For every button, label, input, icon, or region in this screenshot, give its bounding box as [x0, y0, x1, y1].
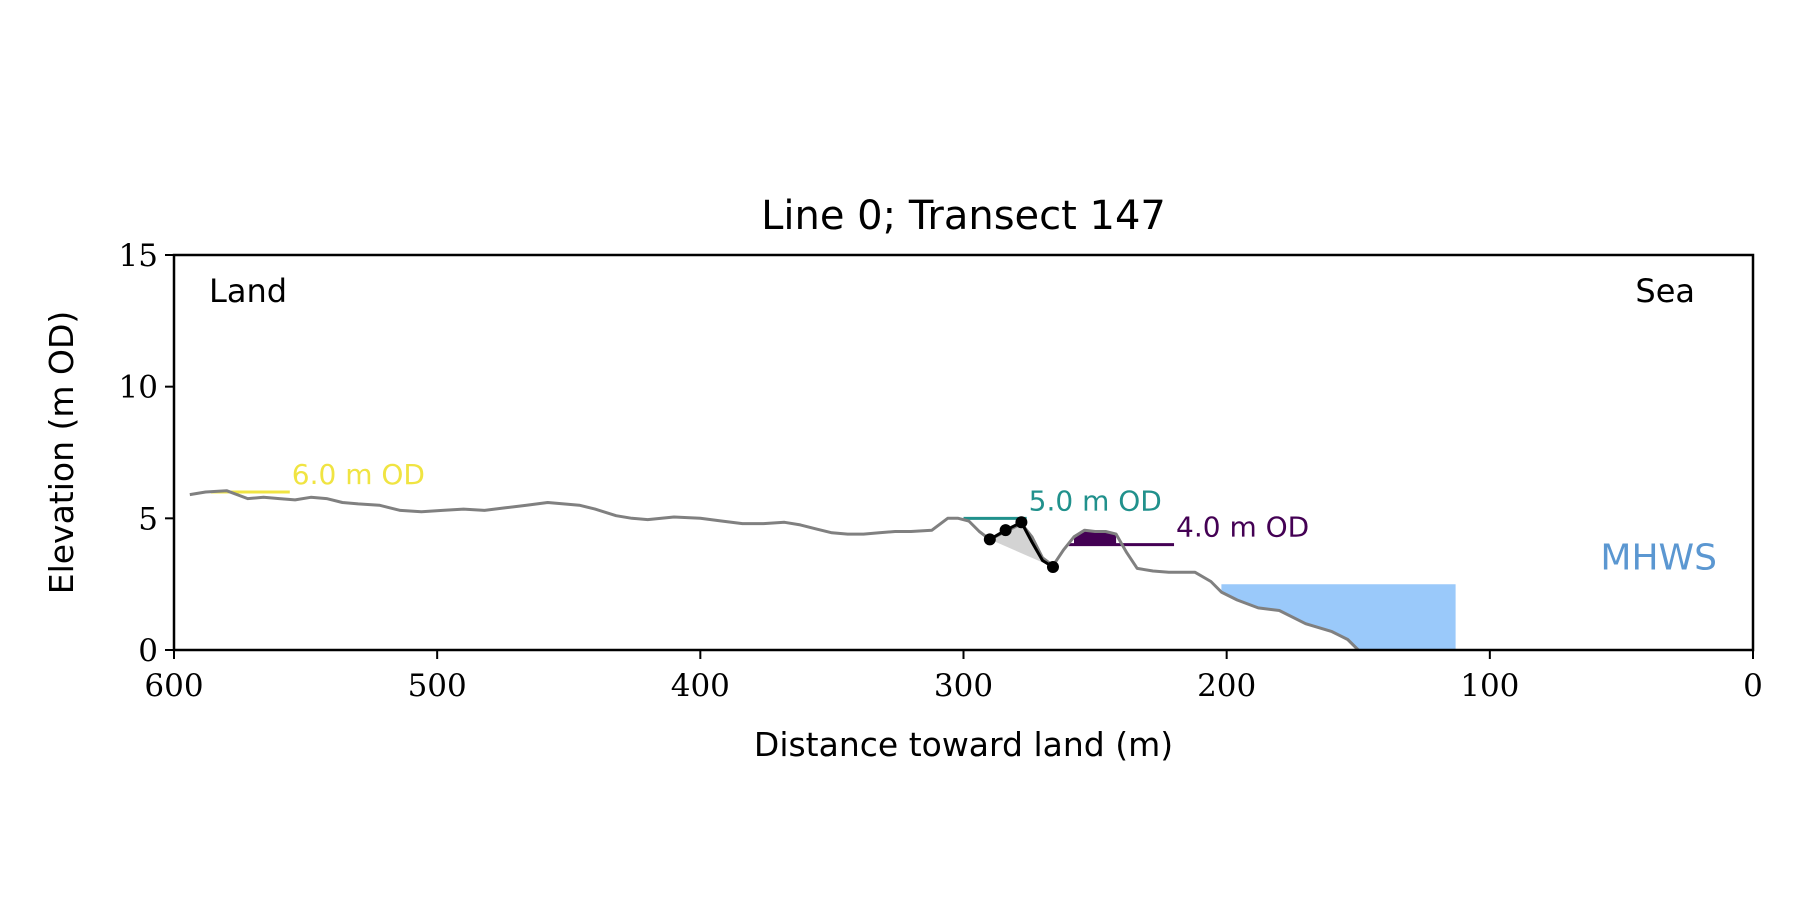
x-tick-label: 0 — [1743, 668, 1763, 704]
cliff-point — [999, 524, 1012, 537]
plot-layer: 6.0 m OD 5.0 m OD 4.0 m OD — [189, 458, 1456, 652]
level-label-0: 6.0 m OD — [292, 458, 425, 491]
level-4-fill — [1074, 530, 1117, 545]
x-tick-label: 300 — [934, 668, 993, 704]
x-tick-label: 100 — [1460, 668, 1519, 704]
x-tick-label: 200 — [1197, 668, 1256, 704]
cliff-point — [983, 533, 996, 546]
land-label: Land — [209, 272, 287, 310]
mhws-sea-fill — [1221, 584, 1456, 650]
y-tick-label: 10 — [119, 370, 158, 406]
y-tick-label: 15 — [119, 238, 158, 274]
cliff-point — [1046, 561, 1059, 574]
level-label-2: 4.0 m OD — [1176, 511, 1309, 544]
x-tick-label: 600 — [144, 668, 203, 704]
x-axis-label: Distance toward land (m) — [754, 725, 1173, 764]
y-tick-label: 0 — [138, 633, 158, 669]
chart-title: Line 0; Transect 147 — [761, 193, 1166, 239]
y-axis-label: Elevation (m OD) — [42, 311, 81, 595]
y-tick-label: 5 — [138, 501, 158, 537]
profile-line — [189, 489, 1360, 652]
x-tick-label: 400 — [671, 668, 730, 704]
ticks-layer: 600 500 400 300 200 100 0 0 5 10 15 — [119, 238, 1763, 704]
x-tick-label: 500 — [408, 668, 467, 704]
cliff-point — [1015, 516, 1028, 529]
plot-frame — [172, 253, 1755, 652]
level-label-1: 5.0 m OD — [1029, 484, 1162, 517]
sea-label: Sea — [1635, 272, 1695, 310]
mhws-label: MHWS — [1600, 538, 1717, 579]
